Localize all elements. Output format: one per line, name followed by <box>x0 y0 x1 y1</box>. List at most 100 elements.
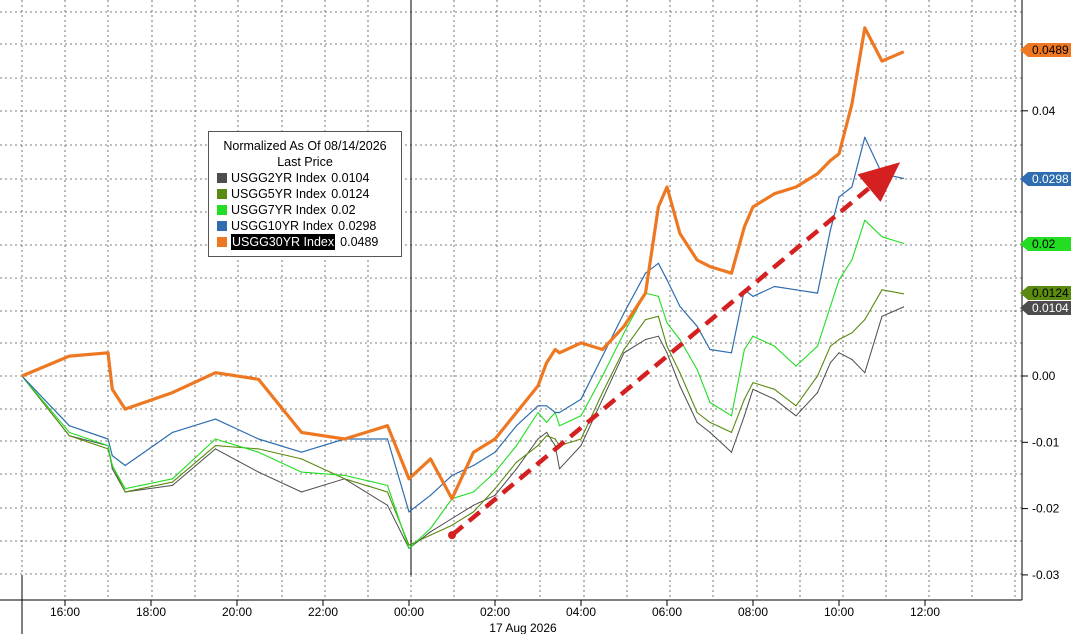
series-point <box>451 498 453 500</box>
series-point <box>881 315 883 317</box>
legend-series-value: 0.0104 <box>331 171 370 185</box>
series-point <box>451 524 453 526</box>
trend-arrow-layer <box>448 162 901 540</box>
series-point <box>816 345 819 347</box>
series-point <box>537 405 539 407</box>
series-point <box>124 408 126 410</box>
series-point <box>679 372 681 374</box>
series-point <box>773 388 776 390</box>
series-point <box>515 411 518 414</box>
series-point <box>851 103 853 105</box>
series-point <box>709 348 711 351</box>
trend-arrow-start <box>448 531 456 540</box>
series-point <box>623 348 625 351</box>
series-point <box>386 425 389 427</box>
series-point <box>752 206 754 208</box>
series-point <box>107 438 109 440</box>
series-point <box>171 392 174 394</box>
series-point <box>171 431 174 433</box>
series-point <box>795 365 797 367</box>
series-point <box>679 338 681 341</box>
series-point <box>657 295 660 297</box>
series-point <box>657 335 660 337</box>
series-point <box>696 259 698 261</box>
series-point <box>343 478 346 480</box>
series-point <box>451 517 453 520</box>
series-point <box>107 445 109 447</box>
x-tick-label: 00:00 <box>394 605 424 619</box>
series-point <box>171 478 174 480</box>
series-point <box>829 345 832 347</box>
series-point <box>743 348 746 351</box>
legend: Normalized As Of 08/14/2026 Last Price U… <box>208 131 402 257</box>
series-point <box>696 421 698 423</box>
series-point <box>558 411 561 414</box>
series-point <box>546 405 548 407</box>
series-point <box>554 411 556 414</box>
series-point <box>494 471 496 473</box>
series-point <box>623 352 625 354</box>
series-point <box>773 285 776 288</box>
series-point <box>730 272 733 274</box>
y-tick-label: -0.01 <box>1032 435 1060 449</box>
series-point <box>709 421 711 423</box>
x-tick-label: 12:00 <box>910 605 940 619</box>
series-point <box>601 355 604 357</box>
legend-item: USGG10YR Index 0.0298 <box>209 218 401 234</box>
series-point <box>743 398 746 400</box>
series-point <box>257 471 260 473</box>
series-point <box>546 362 548 364</box>
series-point <box>644 338 647 341</box>
series-point <box>838 196 840 198</box>
series-point <box>386 438 389 440</box>
series-point <box>537 411 539 414</box>
series-point <box>386 504 389 506</box>
series-point <box>816 375 819 377</box>
series-point <box>214 372 217 374</box>
x-tick-label: 02:00 <box>480 605 510 619</box>
series-point <box>623 325 625 327</box>
legend-swatch <box>217 189 227 199</box>
series-point <box>679 385 681 387</box>
x-tick-label: 20:00 <box>222 605 252 619</box>
series-point <box>881 289 883 291</box>
series-point <box>111 468 113 470</box>
series-point <box>171 484 174 486</box>
legend-subtitle: Last Price <box>277 155 333 169</box>
series-point <box>386 491 389 493</box>
series-point <box>124 488 126 490</box>
series-point <box>429 458 432 460</box>
y-tick-label: -0.03 <box>1032 568 1060 582</box>
series-point <box>408 547 410 550</box>
series-point <box>111 464 113 467</box>
series-point <box>838 352 840 354</box>
series-point <box>864 319 866 321</box>
series-line-usgg30yr <box>21 26 905 501</box>
series-point <box>107 352 109 354</box>
series-point <box>111 388 113 390</box>
series-point <box>515 468 518 470</box>
legend-series-name: USGG7YR Index <box>231 203 327 217</box>
series-point <box>300 431 303 433</box>
series-point <box>554 348 556 351</box>
series-layer <box>21 26 905 550</box>
last-price-tag: 0.0489 <box>1020 43 1071 57</box>
x-tick-label: 10:00 <box>824 605 854 619</box>
series-point <box>408 544 410 546</box>
series-point <box>881 60 883 62</box>
series-point <box>257 378 260 380</box>
series-point <box>472 451 475 453</box>
series-point <box>752 388 754 390</box>
series-point <box>68 431 70 433</box>
series-point <box>795 415 797 417</box>
series-point <box>546 435 548 437</box>
legend-series-value: 0.02 <box>331 203 356 217</box>
series-point <box>515 445 518 447</box>
series-point <box>601 375 604 377</box>
series-point <box>601 398 604 400</box>
series-point <box>730 352 733 354</box>
series-point <box>795 405 797 407</box>
series-point <box>408 511 410 513</box>
series-point <box>515 425 518 427</box>
